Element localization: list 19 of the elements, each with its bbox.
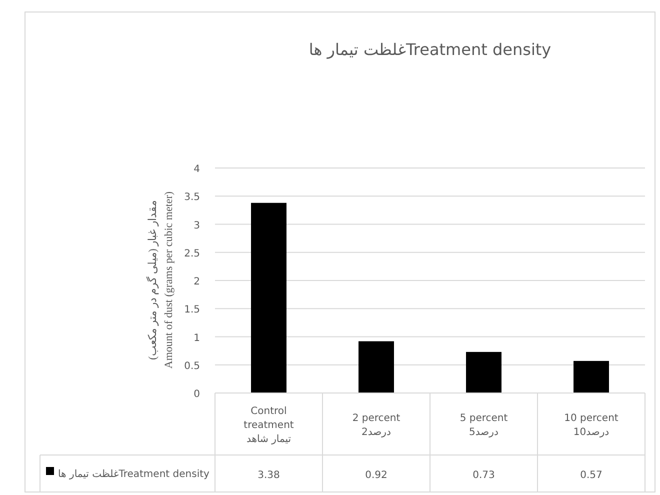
bar	[251, 202, 286, 393]
y-tick-label: 3.5	[184, 192, 200, 204]
y-tick-label: 1	[194, 332, 200, 344]
y-tick-label: 0	[194, 389, 200, 400]
bar	[358, 341, 394, 393]
data-label: 0.92	[365, 470, 388, 481]
y-tick-label: 2.5	[184, 248, 200, 260]
y-tick-label: 1.5	[184, 304, 200, 316]
y-tick-label: 0.5	[184, 360, 200, 372]
data-label: 0.57	[580, 470, 602, 481]
data-label: 0.73	[472, 470, 495, 481]
legend-label: غلظت تیمار هاTreatment density	[58, 469, 210, 480]
data-label: 3.38	[258, 470, 280, 481]
bar	[466, 352, 502, 393]
y-tick-label: 4	[194, 164, 200, 175]
bar	[574, 360, 609, 393]
chart-title: غلظت تیمار هاTreatment density	[308, 40, 552, 59]
y-tick-label: 2	[194, 276, 200, 288]
y-tick-label: 3	[194, 220, 200, 232]
